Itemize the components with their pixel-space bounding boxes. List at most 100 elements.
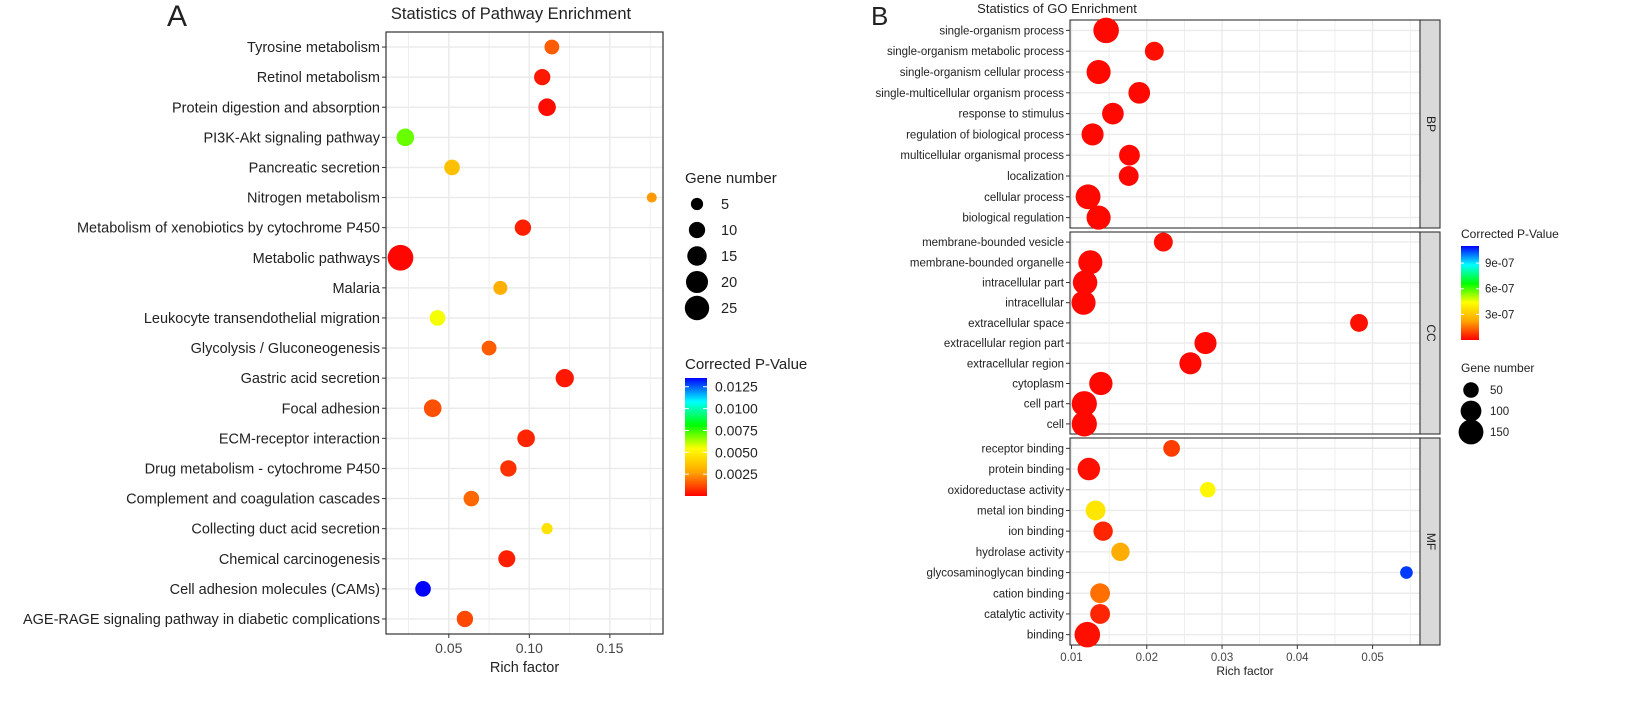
y-tick-label-b: regulation of biological process <box>906 129 1064 141</box>
size-legend-label-a: 20 <box>721 275 737 291</box>
y-tick-label-a: Nitrogen metabolism <box>247 191 380 207</box>
y-tick-label-b: glycosaminoglycan binding <box>927 568 1064 580</box>
facet-background <box>1070 20 1420 228</box>
data-point-b <box>1085 500 1106 521</box>
y-tick-label-b: membrane-bounded organelle <box>910 257 1064 269</box>
y-tick-label-b: multicellular organismal process <box>900 150 1064 162</box>
x-axis-title-b: Rich factor <box>1216 664 1273 678</box>
data-point-b <box>1400 566 1413 579</box>
colorbar-label-a: 0.0125 <box>715 379 758 395</box>
chart-title-a: Statistics of Pathway Enrichment <box>391 5 632 23</box>
y-tick-label-b: binding <box>1027 630 1064 642</box>
y-tick-label-a: PI3K-Akt signaling pathway <box>203 130 380 146</box>
data-point-a <box>415 581 431 597</box>
y-tick-label-b: extracellular region part <box>944 338 1065 350</box>
panel-label-b: B <box>871 1 888 31</box>
data-point-b <box>1144 41 1164 61</box>
data-point-b <box>1078 250 1103 275</box>
data-point-b <box>1199 481 1216 498</box>
data-point-b <box>1089 371 1113 396</box>
y-tick-label-b: membrane-bounded vesicle <box>922 237 1064 249</box>
panel-a-pathway-enrichment: Tyrosine metabolism Retinol metabolism Pro… <box>23 0 807 676</box>
facet-strip <box>1419 437 1441 646</box>
y-tick-label-b: metal ion binding <box>977 505 1064 517</box>
y-tick-label-b: localization <box>1007 171 1064 183</box>
size-legend-key-a <box>688 221 706 239</box>
colorbar-label-a: 0.0050 <box>715 444 758 460</box>
data-point-b <box>1093 521 1113 541</box>
size-legend-label-a: 5 <box>721 197 729 213</box>
y-tick-label-b: response to stimulus <box>959 109 1065 121</box>
y-tick-label-a: Malaria <box>332 281 380 297</box>
y-tick-label-a: Gastric acid secretion <box>241 371 380 387</box>
size-legend-key-a <box>690 197 704 211</box>
y-tick-label-a: Tyrosine metabolism <box>247 40 380 56</box>
y-tick-label-b: receptor binding <box>982 443 1064 455</box>
data-point-a <box>514 219 532 236</box>
data-point-a <box>517 429 535 448</box>
size-legend-key-b <box>1458 419 1484 445</box>
y-tick-label-b: cell <box>1047 419 1064 431</box>
colorbar-label-b: 3e-07 <box>1485 309 1514 321</box>
colorbar-b <box>1461 246 1479 340</box>
y-tick-label-b: protein binding <box>989 464 1064 476</box>
data-point-b <box>1081 123 1104 146</box>
y-tick-label-b: extracellular region <box>967 358 1064 370</box>
size-legend-label-b: 150 <box>1490 427 1509 439</box>
data-point-b <box>1102 102 1124 125</box>
y-tick-label-a: Chemical carcinogenesis <box>219 552 380 568</box>
facet-background <box>1070 232 1420 434</box>
x-tick-label-a: 0.05 <box>435 640 462 656</box>
data-point-a <box>396 128 415 147</box>
chart-title-b: Statistics of GO Enrichment <box>977 1 1137 16</box>
y-tick-label-b: cellular process <box>984 192 1064 204</box>
plot-background-a <box>386 32 663 634</box>
y-tick-label-a: Metabolic pathways <box>253 251 380 267</box>
colorbar-label-a: 0.0100 <box>715 401 758 417</box>
y-tick-label-a: Metabolism of xenobiotics by cytochrome … <box>77 221 380 237</box>
y-tick-label-a: Focal adhesion <box>282 401 380 417</box>
y-tick-label-a: Pancreatic secretion <box>249 160 380 176</box>
data-point-a <box>500 460 517 477</box>
data-point-a <box>423 399 442 418</box>
size-legend-key-a <box>684 295 710 321</box>
data-point-b <box>1119 144 1140 166</box>
facet-strip-label: BP <box>1424 116 1438 132</box>
y-tick-label-b: biological regulation <box>962 213 1064 225</box>
plot-border-a <box>385 31 664 635</box>
data-point-a <box>541 523 553 535</box>
facet-strip <box>1419 231 1441 435</box>
data-point-b <box>1194 332 1217 355</box>
size-legend-label-a: 15 <box>721 249 737 265</box>
data-point-a <box>387 244 414 271</box>
data-point-a <box>498 550 516 568</box>
y-tick-label-b: hydrolase activity <box>976 547 1064 559</box>
data-point-b <box>1071 290 1096 315</box>
colorbar-label-b: 9e-07 <box>1485 258 1514 270</box>
y-tick-label-a: Cell adhesion molecules (CAMs) <box>170 582 380 598</box>
data-point-b <box>1093 17 1119 44</box>
facet-background <box>1070 438 1420 645</box>
y-tick-label-b: intracellular <box>1005 298 1064 310</box>
x-tick-label-b: 0.05 <box>1361 652 1383 664</box>
data-point-b <box>1111 542 1130 562</box>
y-tick-label-a: Collecting duct acid secretion <box>191 522 380 538</box>
data-point-a <box>456 610 474 628</box>
x-tick-label-b: 0.03 <box>1211 652 1233 664</box>
y-tick-label-b: extracellular space <box>968 318 1064 330</box>
colorbar-label-a: 0.0025 <box>715 466 758 482</box>
data-point-a <box>481 340 497 356</box>
data-point-a <box>555 369 574 388</box>
colorbar-label-b: 6e-07 <box>1485 284 1514 296</box>
x-tick-label-b: 0.04 <box>1286 652 1309 664</box>
data-point-b <box>1179 352 1202 375</box>
y-tick-label-a: Drug metabolism - cytochrome P450 <box>145 461 380 477</box>
y-tick-label-b: oxidoreductase activity <box>948 485 1065 497</box>
size-legend-key-b <box>1463 382 1479 398</box>
data-point-b <box>1071 411 1097 437</box>
y-tick-label-a: Protein digestion and absorption <box>172 100 380 116</box>
data-point-b <box>1090 583 1111 604</box>
data-point-a <box>544 39 560 55</box>
facet-strip <box>1419 19 1441 229</box>
